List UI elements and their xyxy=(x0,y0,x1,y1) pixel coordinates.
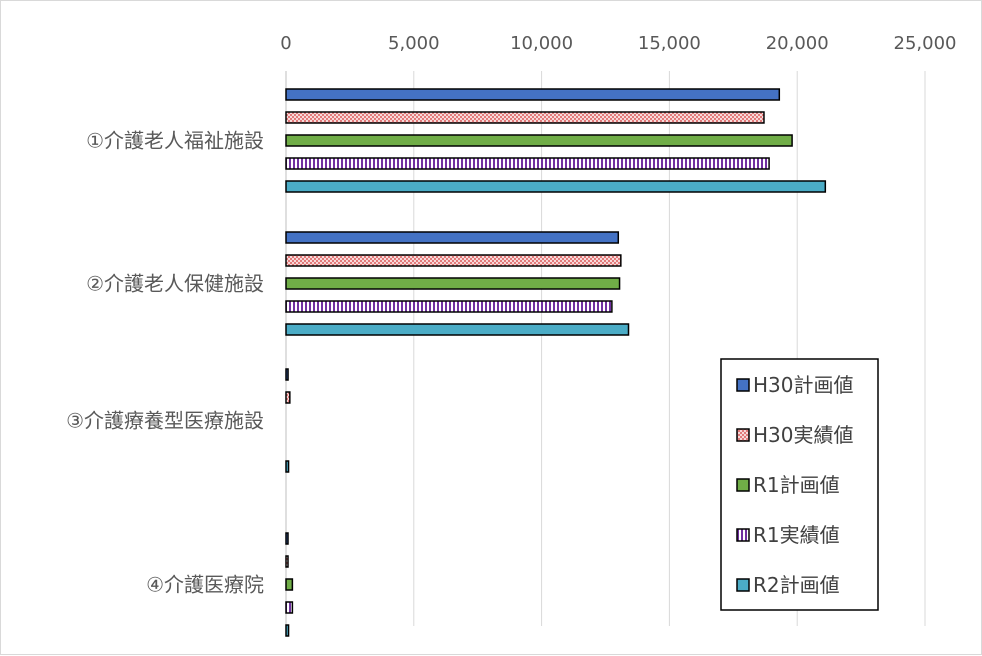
bar xyxy=(285,254,622,267)
category-label: ③介護療養型医療施設 xyxy=(66,409,264,433)
bar xyxy=(285,300,613,313)
legend-swatch xyxy=(736,428,750,442)
legend-label: R2計画値 xyxy=(753,573,840,597)
x-axis-ticks: 0 5,000 10,000 15,000 20,000 25,000 xyxy=(280,33,956,54)
bar xyxy=(285,323,630,336)
category-label: ①介護老人福祉施設 xyxy=(86,129,264,153)
x-tick-label: 20,000 xyxy=(766,33,829,54)
category-labels: ①介護老人福祉施設 ②介護老人保健施設 ③介護療養型医療施設 ④介護医療院 xyxy=(66,129,264,597)
category-label: ②介護老人保健施設 xyxy=(86,272,264,296)
bar xyxy=(285,391,291,404)
legend: H30計画値 H30実績値 R1計画値 R1実績値 R2計画値 xyxy=(720,358,879,611)
legend-label: H30計画値 xyxy=(753,373,854,397)
legend-swatch xyxy=(736,478,750,492)
bar xyxy=(285,134,793,147)
bar xyxy=(285,555,289,568)
legend-label: R1実績値 xyxy=(753,523,840,547)
category-label: ④介護医療院 xyxy=(146,573,264,597)
legend-swatch xyxy=(736,528,750,542)
bar xyxy=(285,460,290,473)
bar xyxy=(285,601,294,614)
x-tick-label: 15,000 xyxy=(638,33,701,54)
bar xyxy=(285,277,621,290)
x-tick-label: 10,000 xyxy=(510,33,573,54)
x-tick-label: 0 xyxy=(280,33,291,54)
bar xyxy=(285,157,770,170)
bar xyxy=(285,624,290,637)
x-tick-label: 25,000 xyxy=(894,33,957,54)
bar xyxy=(285,368,289,381)
bar xyxy=(285,111,765,124)
bar xyxy=(285,88,781,101)
legend-label: H30実績値 xyxy=(753,423,854,447)
x-tick-label: 5,000 xyxy=(388,33,440,54)
bar xyxy=(285,180,827,193)
legend-swatch xyxy=(736,578,750,592)
bar xyxy=(285,532,289,545)
legend-label: R1計画値 xyxy=(753,473,840,497)
bar xyxy=(285,231,620,244)
bar xyxy=(285,578,294,591)
legend-swatch xyxy=(736,378,750,392)
bars xyxy=(285,88,827,637)
